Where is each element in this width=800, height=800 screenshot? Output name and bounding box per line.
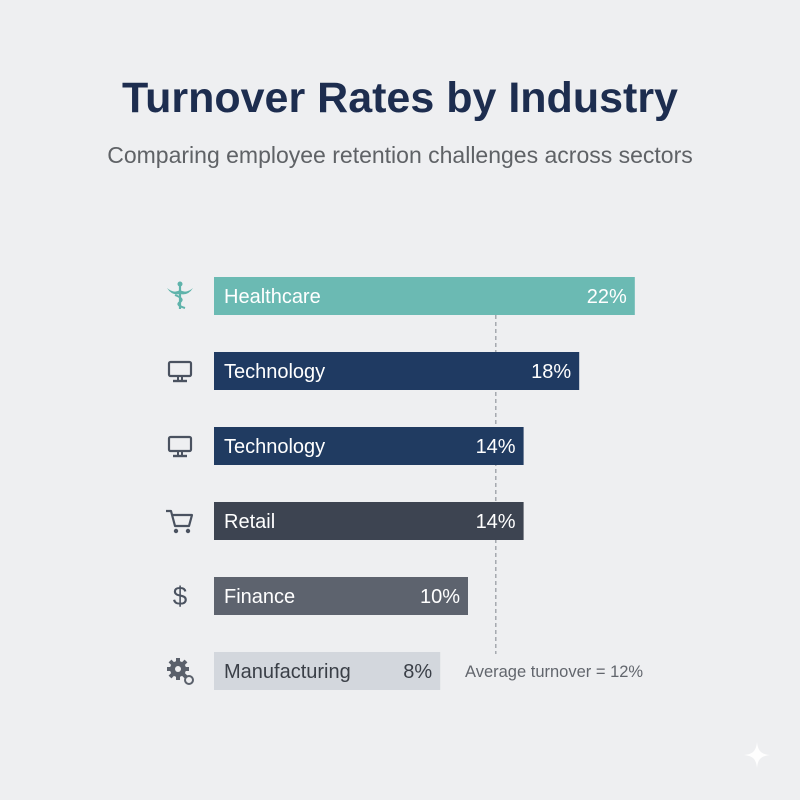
bar-row: Technology 18% xyxy=(167,352,580,390)
bar-value-label: 8% xyxy=(403,661,432,683)
bar-row: Technology 14% xyxy=(167,427,524,465)
bar-value-label: 10% xyxy=(420,586,460,608)
gears-icon xyxy=(167,658,194,685)
bar-category-label: Technology xyxy=(224,436,325,458)
caduceus-icon xyxy=(167,281,193,309)
bar xyxy=(214,652,441,690)
bar-value-label: 14% xyxy=(476,436,516,458)
bar-row: Manufacturing 8% xyxy=(167,652,441,690)
bar xyxy=(214,352,580,390)
sparkle-icon xyxy=(744,742,770,768)
bar xyxy=(214,427,524,465)
chart-title: Turnover Rates by Industry xyxy=(122,74,678,122)
bar-row: $ Finance 10% xyxy=(173,577,468,615)
bar xyxy=(214,502,524,540)
monitor-icon xyxy=(167,360,193,383)
average-line-label: Average turnover = 12% xyxy=(465,663,643,681)
bar-row: Retail 14% xyxy=(166,502,524,540)
bar-category-label: Retail xyxy=(224,511,275,533)
bar-value-label: 22% xyxy=(587,286,627,308)
bar-category-label: Healthcare xyxy=(224,286,321,308)
bar-category-label: Technology xyxy=(224,361,325,383)
bar-row: Healthcare 22% xyxy=(167,277,635,315)
monitor-icon xyxy=(167,435,193,458)
bar-category-label: Manufacturing xyxy=(224,661,351,683)
bar-category-label: Finance xyxy=(224,586,295,608)
shopping-cart-icon xyxy=(166,509,194,534)
chart-subtitle: Comparing employee retention challenges … xyxy=(107,142,693,168)
bar xyxy=(214,277,635,315)
bar-value-label: 14% xyxy=(476,511,516,533)
dollar-icon: $ xyxy=(173,581,188,611)
bar-value-label: 18% xyxy=(531,361,571,383)
svg-text:$: $ xyxy=(173,581,188,611)
bar xyxy=(214,577,468,615)
